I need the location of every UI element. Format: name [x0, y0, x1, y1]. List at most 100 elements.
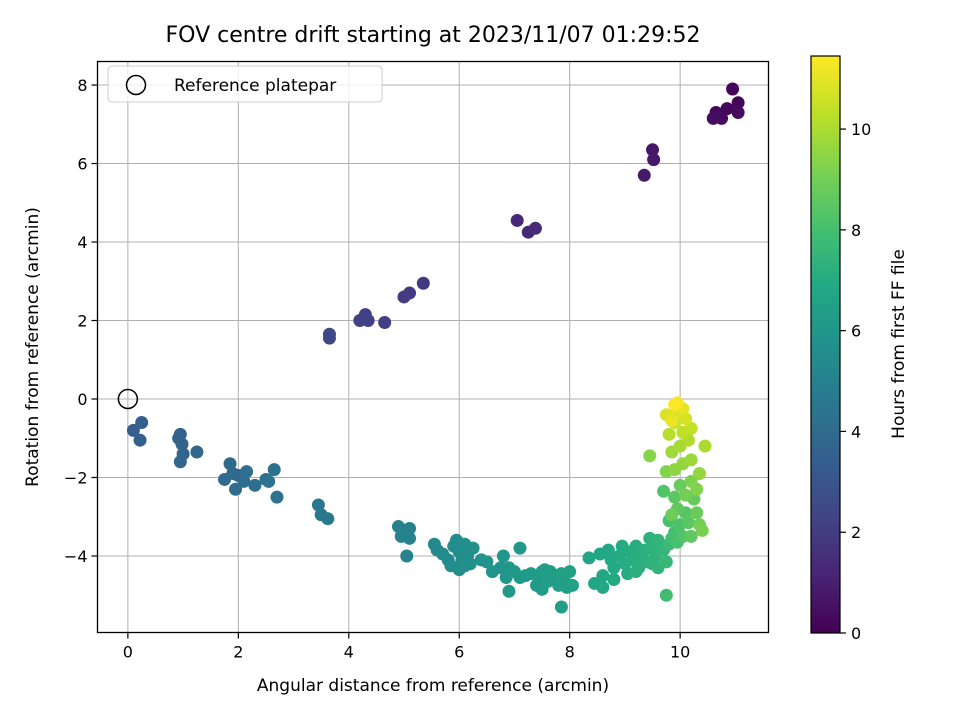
data-point: [229, 482, 243, 496]
colorbar-gradient: [810, 55, 841, 634]
grid-lines: [97, 61, 769, 633]
colorbar-label: Hours from first FF file: [889, 249, 909, 439]
data-point: [681, 516, 695, 530]
data-point: [731, 96, 745, 110]
data-point: [637, 168, 651, 182]
chart-title: FOV centre drift starting at 2023/11/07 …: [166, 23, 701, 48]
data-point: [480, 555, 494, 569]
x-tick-label: 2: [233, 643, 243, 662]
data-point: [607, 573, 621, 587]
data-point: [237, 474, 251, 488]
data-point: [190, 445, 204, 459]
y-tick-label: 2: [77, 312, 87, 331]
data-point: [554, 600, 568, 614]
x-tick-label: 6: [454, 643, 464, 662]
data-point: [361, 314, 375, 328]
data-point: [458, 559, 472, 573]
data-point: [679, 488, 693, 502]
data-point: [668, 398, 682, 412]
data-point: [629, 565, 643, 579]
data-point: [646, 143, 660, 157]
y-axis-label: Rotation from reference (arcmin): [23, 207, 43, 487]
data-point: [175, 437, 189, 451]
data-point: [126, 423, 140, 437]
y-tick-label: 0: [77, 390, 87, 409]
data-point: [665, 414, 679, 428]
data-point: [695, 523, 709, 537]
data-points: [117, 82, 745, 614]
y-tick-label: 4: [77, 233, 87, 252]
data-point: [403, 531, 417, 545]
y-tick-label: 8: [77, 76, 87, 95]
data-point: [565, 578, 579, 592]
colorbar-tick-label: 0: [851, 624, 861, 643]
data-point: [311, 498, 325, 512]
data-point: [684, 421, 698, 435]
data-point: [267, 463, 281, 477]
data-point: [248, 478, 262, 492]
data-point: [651, 533, 665, 547]
reference-platepar-marker: [117, 388, 139, 410]
data-point: [731, 106, 745, 120]
data-point: [698, 439, 712, 453]
data-point: [647, 153, 661, 167]
data-point: [403, 522, 417, 536]
y-tick-label: −4: [64, 547, 88, 566]
data-point: [582, 551, 596, 565]
data-point: [706, 111, 720, 125]
legend-label-reference: Reference platepar: [174, 76, 336, 96]
data-point: [643, 449, 657, 463]
data-point: [673, 478, 687, 492]
colorbar-tick-label: 4: [851, 422, 861, 441]
data-point: [262, 474, 276, 488]
x-tick-label: 10: [670, 643, 690, 662]
data-point: [496, 549, 510, 563]
colorbar-tick-label: 10: [851, 120, 871, 139]
data-point: [690, 482, 704, 496]
data-point: [692, 467, 706, 481]
data-point: [513, 541, 527, 555]
data-point: [416, 276, 430, 290]
data-point: [720, 102, 734, 116]
legend: Reference platepar: [107, 65, 383, 103]
data-point: [690, 506, 704, 520]
data-point: [502, 584, 516, 598]
colorbar: 0 2 4 6 8 10 Hours from first FF file: [810, 55, 909, 643]
colorbar-tick-label: 6: [851, 322, 861, 341]
data-point: [223, 457, 237, 471]
data-point: [607, 561, 621, 575]
data-point: [133, 433, 147, 447]
data-point: [659, 588, 673, 602]
data-point: [173, 455, 187, 469]
data-point: [662, 427, 676, 441]
data-point: [466, 541, 480, 555]
data-point: [596, 580, 610, 594]
colorbar-ticks: 0 2 4 6 8 10: [840, 120, 871, 643]
data-point: [135, 416, 149, 430]
data-point: [538, 563, 552, 577]
data-point: [601, 543, 615, 557]
data-point: [321, 512, 335, 526]
data-point: [400, 549, 414, 563]
colorbar-tick-label: 2: [851, 523, 861, 542]
x-axis-label: Angular distance from reference (arcmin): [257, 676, 609, 696]
x-tick-label: 0: [123, 643, 133, 662]
data-point: [240, 465, 254, 479]
data-point: [657, 484, 671, 498]
data-point: [528, 221, 542, 235]
data-point: [726, 82, 740, 96]
data-point: [684, 453, 698, 467]
data-point: [659, 555, 673, 569]
x-tick-label: 4: [344, 643, 354, 662]
axis-ticks: 0 2 4 6 8 10 −4 −2 0 2 4 6 8: [64, 76, 690, 661]
data-point: [322, 331, 336, 345]
y-tick-label: 6: [77, 155, 87, 174]
data-point: [397, 290, 411, 304]
legend-box: [107, 65, 383, 103]
legend-marker-reference: [125, 74, 147, 96]
data-point: [530, 578, 544, 592]
data-point: [665, 508, 679, 522]
data-point: [378, 315, 392, 329]
